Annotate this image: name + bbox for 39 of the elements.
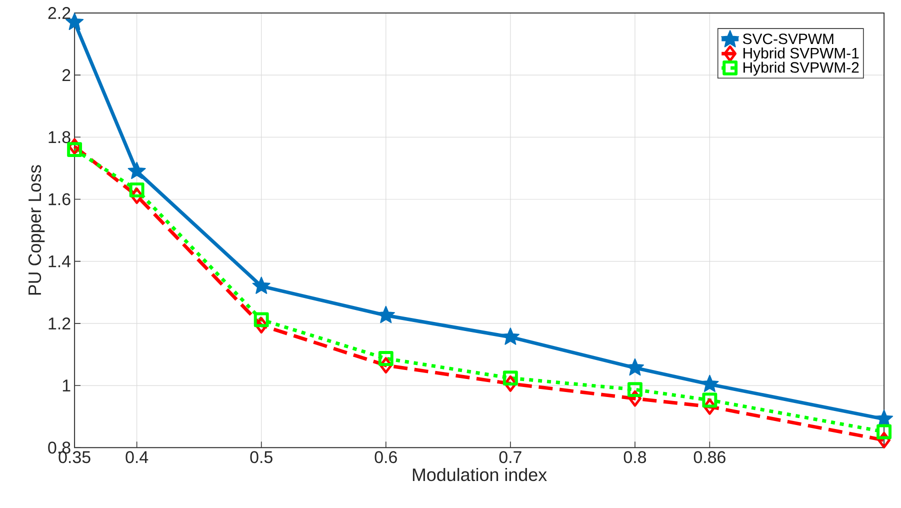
point (876, 424, 892, 440)
point (703, 398, 716, 415)
point (128, 162, 146, 179)
y-tick-label: 1.2 (48, 317, 70, 330)
point (628, 390, 642, 407)
y-axis-title: PU Copper Loss (28, 164, 45, 294)
y-tick-label: 1 (62, 379, 70, 392)
x-axis-title: Modulation index (412, 468, 547, 481)
legend-label: Hybrid SVPWM-2 (744, 62, 859, 76)
point (878, 432, 891, 448)
point (378, 350, 394, 366)
point (252, 276, 270, 294)
legend-label: SVC-SVPWM (742, 33, 834, 44)
y-tick-label: 1.8 (48, 130, 70, 143)
point (626, 358, 644, 376)
point (501, 327, 520, 345)
point (627, 382, 642, 397)
x-tick-label: 0.5 (250, 450, 272, 463)
x-tick-label: 0.6 (374, 450, 397, 463)
y-tick-label: 2.2 (48, 6, 70, 19)
point (702, 392, 718, 408)
x-tick-label: 0.4 (126, 450, 148, 463)
y-tick-label: 1.4 (48, 255, 71, 267)
point (700, 374, 719, 392)
y-tick-label: 1.6 (48, 193, 70, 206)
x-tick-label: 0.8 (624, 450, 646, 463)
y-tick-label: 0.8 (48, 441, 70, 454)
x-tick-label: 0.86 (694, 450, 726, 463)
point (254, 316, 268, 334)
point (504, 375, 517, 392)
y-tick-label: 2 (62, 68, 70, 81)
legend-label: Hybrid SVPWM-1 (744, 47, 859, 62)
point (379, 356, 392, 374)
point (502, 370, 518, 386)
point (130, 187, 144, 204)
point (254, 312, 269, 327)
x-tick-label: 0.7 (499, 450, 522, 463)
point (129, 182, 144, 198)
point (67, 142, 82, 157)
